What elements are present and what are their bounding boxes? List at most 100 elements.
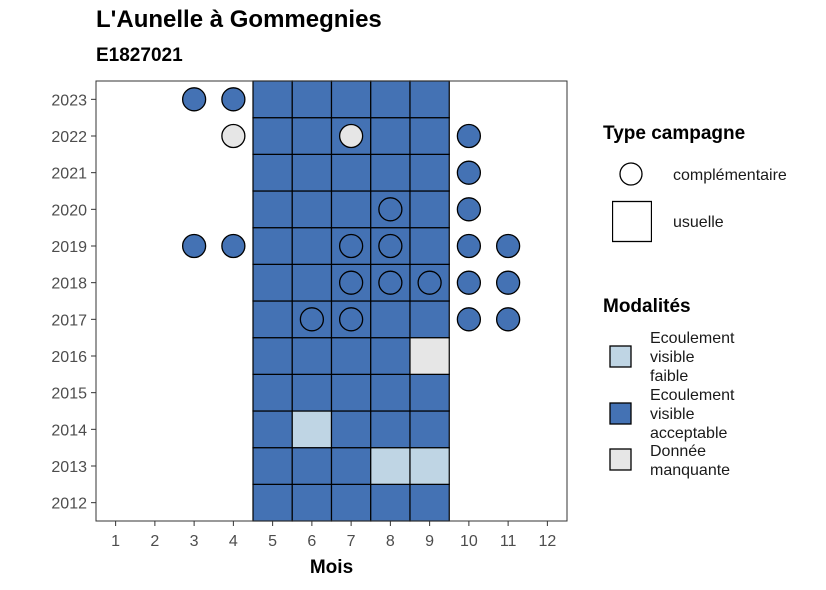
heatmap-cell (330, 410, 372, 449)
complementaire-point (456, 160, 482, 185)
legend-type-keys (612, 162, 652, 243)
heatmap-cell (291, 153, 333, 192)
complementaire-point (181, 87, 207, 112)
heatmap-cell (370, 300, 411, 339)
heatmap-cell (370, 117, 411, 155)
heatmap-cell (330, 483, 372, 522)
heatmap-cell (291, 483, 333, 522)
x-tick-label: 12 (538, 533, 556, 550)
y-tick-label: 2015 (51, 386, 87, 403)
complementaire-point (456, 270, 482, 295)
legend-usuelle-label: usuelle (673, 214, 724, 231)
y-tick-label: 2019 (51, 239, 87, 256)
complementaire-point (378, 270, 403, 295)
legend-faible-label: Ecoulement visible faible (650, 330, 735, 385)
plot-border (95, 80, 568, 522)
heatmap-cell (409, 80, 450, 119)
complementaire-point (221, 233, 246, 259)
complementaire-point (221, 123, 246, 149)
legend-modalites-title: Modalités (603, 296, 691, 317)
heatmap-cell (252, 263, 293, 302)
heatmap-cell (409, 373, 450, 412)
heatmap-cell (330, 80, 372, 119)
x-tick-label: 6 (307, 533, 316, 550)
heatmap-cell (291, 190, 333, 229)
heatmap-cell (291, 263, 333, 302)
heatmap-cell (370, 80, 411, 119)
heatmap-cell (291, 80, 333, 119)
complementaire-point (456, 307, 482, 332)
heatmap-cell (409, 337, 450, 375)
heatmap-cell (409, 153, 450, 192)
x-tick-label: 2 (150, 533, 159, 550)
y-tick-label: 2021 (51, 166, 87, 183)
legend-acceptable-key (609, 402, 632, 425)
complementaire-point (338, 307, 364, 332)
heatmap-cell (370, 483, 411, 522)
heatmap-cell (370, 447, 411, 485)
x-tick-label: 11 (500, 533, 517, 550)
heatmap-cell (252, 483, 293, 522)
y-tick-label: 2013 (51, 459, 87, 476)
heatmap-cell (370, 153, 411, 192)
heatmap-cell (252, 153, 293, 192)
complementaire-point (495, 233, 521, 259)
heatmap-cell (330, 337, 372, 375)
complementaire-point (456, 197, 482, 222)
y-tick-label: 2012 (51, 496, 87, 513)
heatmap-cell (291, 337, 333, 375)
complementaire-point (456, 123, 482, 149)
heatmap-cell (291, 373, 333, 412)
legend-manquante-key (609, 448, 632, 471)
heatmap-cell (409, 447, 450, 485)
legend-usuelle-key (612, 200, 652, 243)
heatmap-cell (409, 190, 450, 229)
heatmap-cell (291, 447, 333, 485)
legend-modalites-keys (609, 345, 632, 471)
legend-type-title: Type campagne (603, 123, 746, 144)
heatmap-cell (330, 447, 372, 485)
heatmap-cell (409, 227, 450, 265)
heatmap-cell (252, 373, 293, 412)
heatmap-cell (252, 300, 293, 339)
heatmap-cell (291, 410, 333, 449)
complementaire-point (456, 233, 482, 259)
heatmap-cell (370, 410, 411, 449)
complementaire-point (338, 233, 364, 259)
x-tick-label: 4 (229, 533, 238, 550)
x-tick-label: 10 (460, 533, 478, 550)
complementaire-point (495, 270, 521, 295)
complementaire-point (378, 233, 403, 259)
legend-complementaire-label: complémentaire (673, 167, 787, 184)
chart-title: L'Aunelle à Gommegnies (96, 6, 382, 33)
legend-faible-key (609, 345, 632, 368)
legend-manquante-label: Donnée manquante (650, 443, 731, 479)
legend-complementaire-key (619, 162, 643, 186)
heatmap-cell (409, 117, 450, 155)
complementaire-point (299, 307, 325, 332)
complementaire-point (378, 197, 403, 222)
heatmap-cell (252, 410, 293, 449)
heatmap-cell (252, 117, 293, 155)
heatmap-cell (252, 447, 293, 485)
y-tick-label: 2017 (51, 312, 87, 329)
x-tick-label: 7 (347, 533, 356, 550)
legend-acceptable-label: Ecoulement visible acceptable (650, 387, 735, 442)
heatmap-cell (252, 190, 293, 229)
heatmap-cell (252, 227, 293, 265)
heatmap-cell (291, 117, 333, 155)
complementaire-point (338, 123, 364, 149)
x-tick-label: 5 (268, 533, 277, 550)
heatmap-cell (370, 373, 411, 412)
y-tick-label: 2018 (51, 276, 87, 293)
heatmap-cell (409, 483, 450, 522)
heatmap-cell (291, 227, 333, 265)
y-tick-label: 2020 (51, 202, 87, 219)
x-axis-title: Mois (310, 557, 353, 578)
heatmap-cell (330, 190, 372, 229)
heatmap-cell (330, 373, 372, 412)
heatmap-cell (252, 337, 293, 375)
heatmap-cell (330, 153, 372, 192)
y-tick-label: 2022 (51, 129, 87, 146)
